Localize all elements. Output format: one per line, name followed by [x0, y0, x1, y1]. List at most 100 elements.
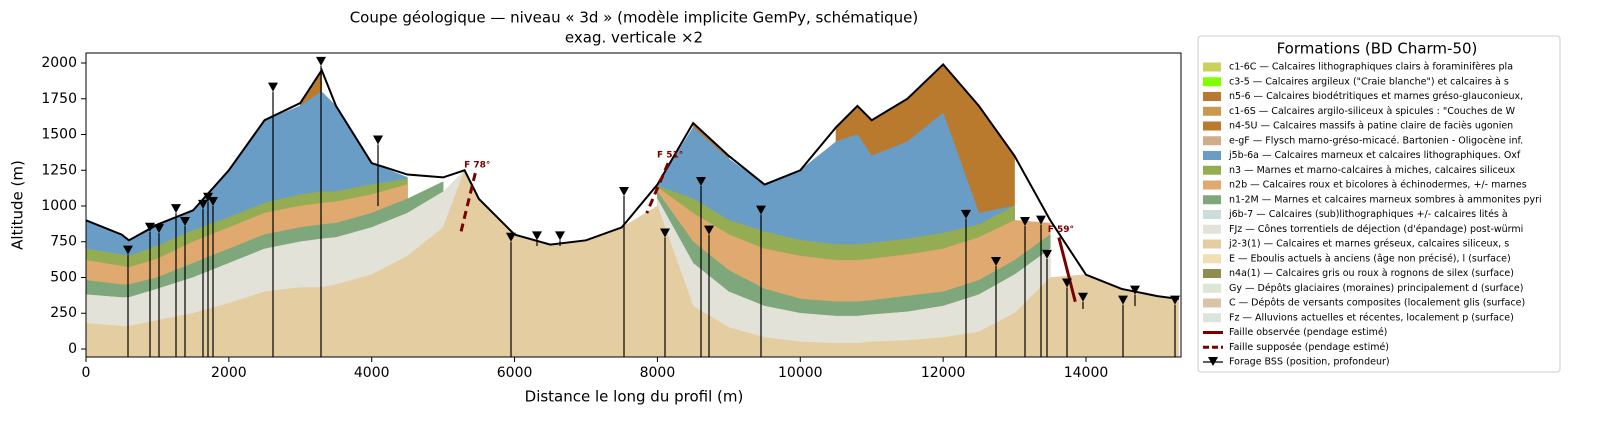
legend-label: n2b — Calcaires roux et bicolores à échi…: [1229, 180, 1527, 191]
legend-label: Fz — Alluvions actuelles et récentes, lo…: [1229, 312, 1514, 323]
borehole-marker: [506, 232, 516, 242]
borehole-marker: [961, 209, 971, 219]
legend-swatch: [1203, 195, 1221, 205]
legend-box: [1197, 35, 1561, 373]
fault-label: F 51°: [657, 151, 683, 161]
borehole-marker: [123, 245, 133, 255]
legend-label: c1-6S — Calcaires argilo-siliceux à spic…: [1229, 106, 1516, 117]
borehole-marker: [154, 224, 164, 234]
legend-label: j2-3(1) — Calcaires et marnes gréseux, c…: [1228, 239, 1509, 250]
borehole-marker: [1170, 295, 1180, 305]
y-tick-label: 250: [50, 305, 77, 321]
x-tick-label: 4000: [354, 365, 390, 381]
legend-label: Gy — Dépôts glaciaires (moraines) princi…: [1229, 283, 1523, 294]
borehole-marker: [660, 228, 670, 238]
borehole-marker: [756, 205, 766, 215]
legend-swatch: [1203, 254, 1221, 264]
borehole-marker: [373, 135, 383, 145]
legend-swatch: [1203, 121, 1221, 131]
legend-label: Faille supposée (pendage estimé): [1229, 342, 1389, 353]
legend-swatch: [1203, 165, 1221, 175]
y-tick-label: 1000: [41, 198, 77, 214]
legend-label: n4-5U — Calcaires massifs à patine clair…: [1229, 121, 1513, 132]
borehole-marker: [1042, 249, 1052, 259]
legend-label: n5-6 — Calcaires biodétritiques et marne…: [1229, 91, 1523, 102]
y-tick-label: 2000: [41, 55, 77, 71]
fault-line: [1057, 237, 1077, 303]
fault-line: [645, 162, 670, 214]
borehole-marker: [1118, 295, 1128, 305]
x-tick-label: 6000: [497, 365, 533, 381]
borehole-marker: [1020, 217, 1030, 227]
borehole-marker: [1130, 285, 1140, 295]
y-tick-label: 1500: [41, 127, 77, 143]
borehole-marker: [316, 56, 326, 66]
legend-swatch: [1203, 92, 1221, 101]
y-tick-label: 0: [68, 341, 77, 357]
borehole-marker: [1036, 215, 1046, 225]
borehole-marker: [145, 222, 155, 232]
borehole-marker: [619, 186, 629, 196]
legend-swatch: [1203, 136, 1221, 146]
legend-label: Forage BSS (position, profondeur): [1229, 357, 1390, 368]
borehole-marker: [704, 225, 714, 235]
legend-marker: [1208, 357, 1218, 366]
legend-label: FJz — Cônes torrentiels de déjection (d'…: [1229, 224, 1523, 235]
borehole-marker: [1078, 292, 1088, 302]
y-tick-label: 1250: [41, 162, 77, 178]
legend-label: n4a(1) — Calcaires gris ou roux à rognon…: [1229, 268, 1514, 279]
overlay: F 78° F 51° F 59°: [85, 56, 1180, 357]
topography-line: [85, 62, 1179, 300]
fault-label: F 78°: [464, 161, 490, 171]
legend-swatch: [1203, 239, 1221, 249]
chart-title: Coupe géologique — niveau « 3d » (modèle…: [350, 9, 919, 27]
x-axis-label: Distance le long du profil (m): [525, 388, 744, 406]
legend-label: c1-6C — Calcaires lithographiques clairs…: [1229, 62, 1513, 73]
y-axis-label: Altitude (m): [9, 160, 27, 250]
x-tick-label: 10000: [778, 365, 823, 381]
legend-label: n1-2M — Marnes et calcaires marneux somb…: [1229, 194, 1542, 205]
borehole-marker: [180, 217, 190, 227]
legend-swatch: [1203, 106, 1221, 116]
y-tick-label: 500: [50, 269, 77, 285]
plot-frame: [85, 52, 1182, 358]
legend-label: j5b-6a — Calcaires marneux et calcaires …: [1228, 150, 1521, 161]
borehole-marker: [696, 176, 706, 186]
legend-label: e-gF — Flysch marno-gréso-micacé. Barton…: [1229, 135, 1523, 146]
legend-label: j6b-7 — Calcaires (sub)lithographiques +…: [1228, 209, 1508, 220]
borehole-marker: [198, 199, 208, 209]
legend-swatch: [1203, 77, 1221, 87]
section: [86, 64, 1179, 357]
legend-label: C — Dépôts de versants composites (local…: [1229, 298, 1525, 309]
borehole-marker: [1062, 278, 1072, 288]
borehole-marker: [532, 231, 542, 241]
borehole-marker: [171, 204, 181, 214]
y-tick-label: 1750: [41, 91, 77, 107]
fault-label: F 59°: [1048, 225, 1074, 235]
fault-line: [459, 172, 477, 233]
borehole-marker: [203, 192, 213, 202]
borehole-marker: [268, 82, 278, 92]
borehole-marker: [208, 197, 218, 207]
legend-swatch: [1203, 180, 1221, 190]
legend: c1-6C — Calcaires lithographiques clairs…: [1203, 62, 1542, 368]
x-tick-label: 8000: [640, 365, 676, 381]
legend-swatch: [1203, 283, 1221, 293]
legend-swatch: [1203, 224, 1221, 234]
legend-swatch: [1203, 62, 1221, 72]
borehole-marker: [555, 231, 565, 241]
x-tick-label: 2000: [211, 365, 247, 381]
legend-swatch: [1203, 210, 1221, 219]
legend-label: n3 — Marnes et marno-calcaires à miches,…: [1229, 165, 1516, 176]
x-tick-label: 0: [82, 365, 91, 381]
legend-swatch: [1203, 298, 1221, 308]
legend-label: E — Eboulis actuels à anciens (âge non p…: [1229, 253, 1511, 264]
legend-swatch: [1203, 151, 1221, 160]
borehole-marker: [991, 257, 1001, 267]
legend-swatch: [1203, 313, 1221, 323]
x-tick-label: 14000: [1064, 365, 1109, 381]
legend-label: Faille observée (pendage estimé): [1229, 327, 1387, 338]
y-tick-label: 750: [50, 234, 77, 250]
